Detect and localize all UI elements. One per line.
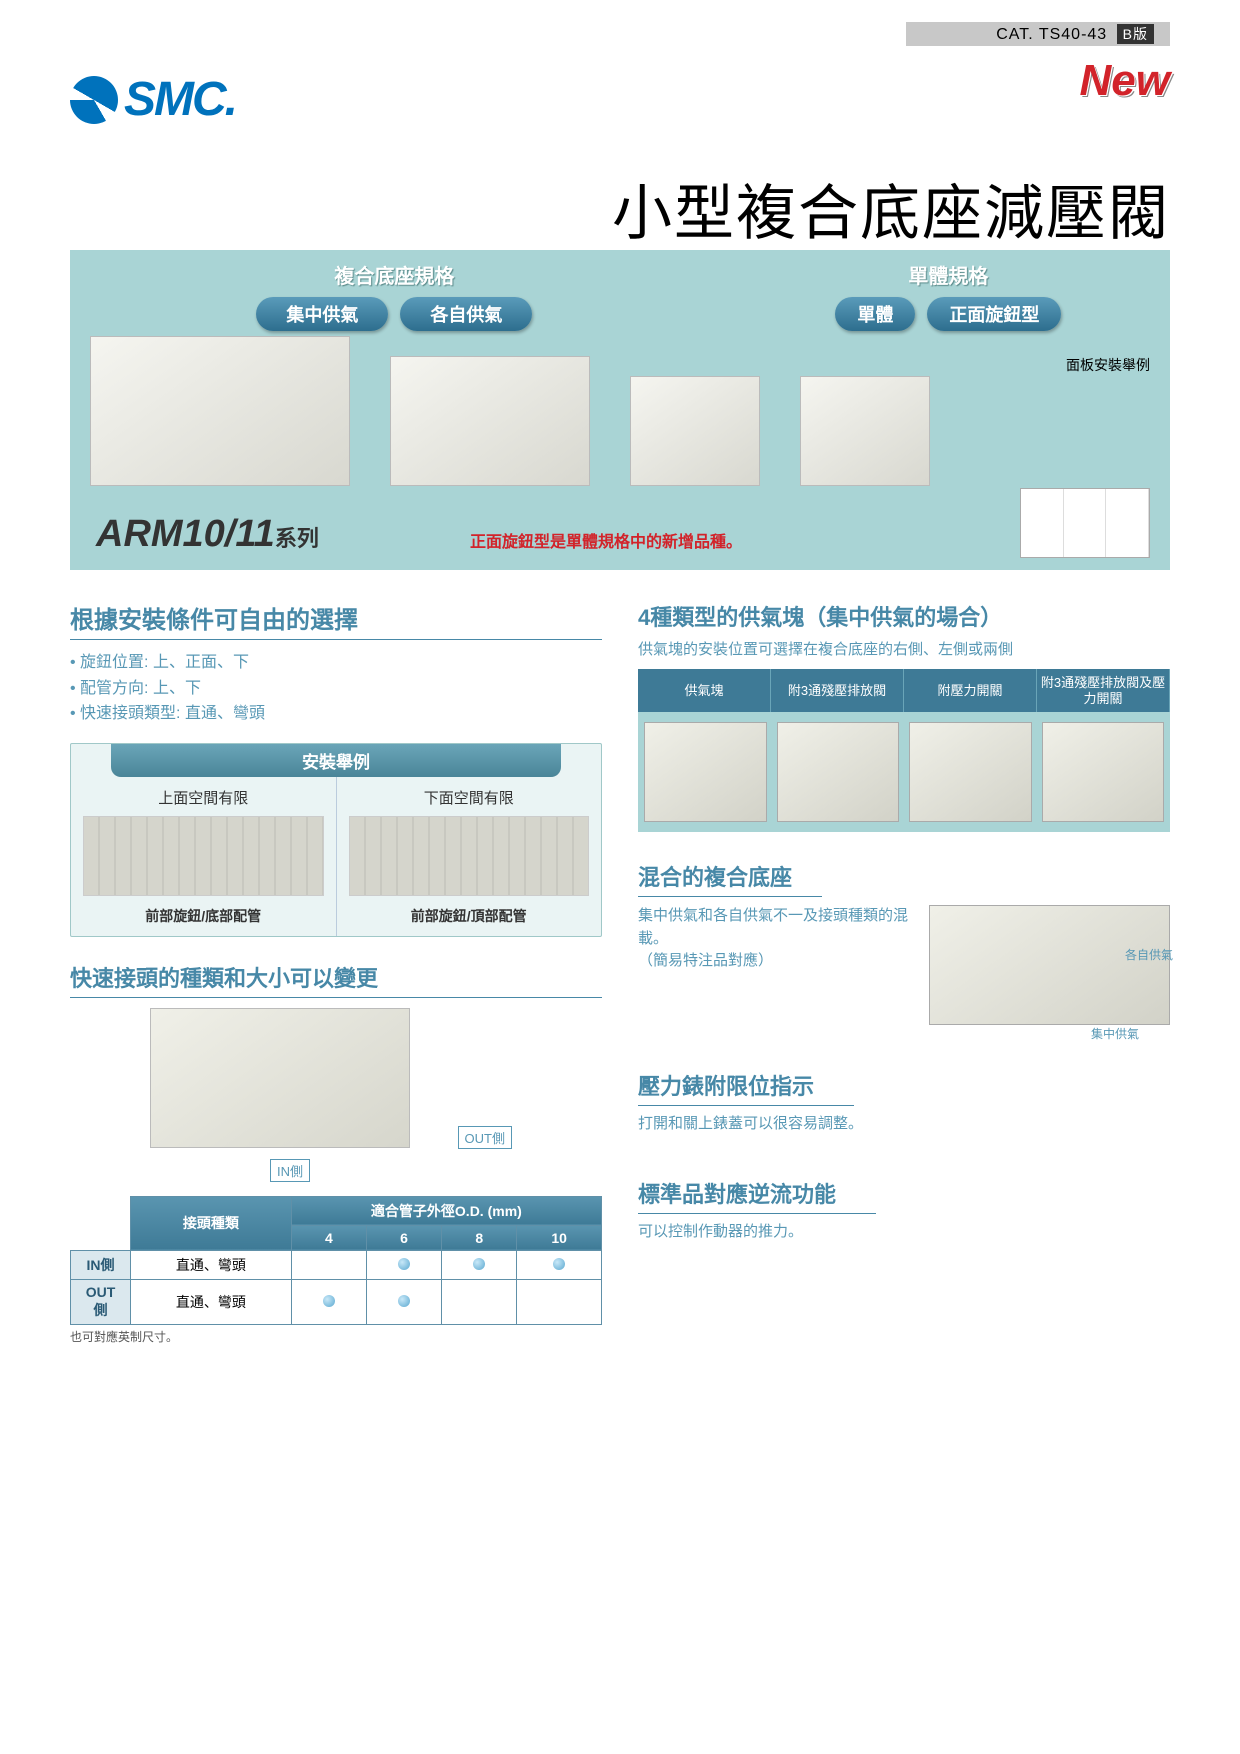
group-b-pills: 單體 正面旋鈕型 bbox=[743, 297, 1154, 331]
product-image-4 bbox=[800, 376, 930, 486]
panel-group-b: 單體規格 單體 正面旋鈕型 bbox=[743, 260, 1154, 331]
supply-images bbox=[638, 712, 1170, 832]
mix-label-1: 各自供氣 bbox=[1125, 946, 1173, 963]
left-column: 根據安裝條件可自由的選擇 • 旋鈕位置: 上、正面、下 • 配管方向: 上、下 … bbox=[70, 600, 602, 1345]
th-8: 8 bbox=[442, 1225, 517, 1250]
table-row-type: 直通、彎頭 bbox=[131, 1279, 292, 1324]
red-note: 正面旋鈕型是單體規格中的新增品種。 bbox=[470, 528, 742, 552]
header-bar: CAT. TS40-43 B版 bbox=[906, 22, 1170, 46]
left-title-2: 快速接頭的種類和大小可以變更 bbox=[70, 961, 602, 998]
table-cell bbox=[442, 1250, 517, 1279]
series-suffix: 系列 bbox=[275, 526, 319, 551]
th-6: 6 bbox=[366, 1225, 441, 1250]
th-od: 適合管子外徑O.D. (mm) bbox=[291, 1196, 601, 1225]
right-sub-3: 打開和關上錶蓋可以很容易調整。 bbox=[638, 1112, 1170, 1133]
logo: SMC. bbox=[70, 72, 236, 127]
edition-badge: B版 bbox=[1117, 24, 1154, 44]
table-cell bbox=[291, 1279, 366, 1324]
fitting-figure: OUT側 IN側 bbox=[70, 1008, 602, 1178]
inst-b-label: 下面空間有限 bbox=[349, 787, 590, 808]
bullet-3: • 快速接頭類型: 直通、彎頭 bbox=[70, 701, 602, 727]
table-row-type: 直通、彎頭 bbox=[131, 1250, 292, 1279]
table-cell bbox=[291, 1250, 366, 1279]
supply-img-2 bbox=[777, 722, 900, 822]
table-cell bbox=[517, 1279, 602, 1324]
series-label: ARM10/11系列 bbox=[96, 513, 319, 556]
supply-img-3 bbox=[909, 722, 1032, 822]
supply-img-1 bbox=[644, 722, 767, 822]
series-name: ARM10/11 bbox=[96, 513, 275, 555]
inst-a-diagram bbox=[83, 816, 324, 896]
right-title-1: 4種類型的供氣塊（集中供氣的場合） bbox=[638, 600, 1170, 632]
bullet-2: • 配管方向: 上、下 bbox=[70, 676, 602, 702]
page-title: 小型複合底座減壓閥 bbox=[612, 165, 1170, 252]
supply-header-row: 供氣塊 附3通殘壓排放閥 附壓力開關 附3通殘壓排放閥及壓力開關 bbox=[638, 669, 1170, 712]
group-a-pills: 集中供氣 各自供氣 bbox=[86, 297, 703, 331]
pill-central: 集中供氣 bbox=[256, 297, 388, 331]
table-row-head: IN側 bbox=[71, 1250, 131, 1279]
mix-image: 各自供氣 集中供氣 bbox=[929, 905, 1170, 1025]
right-sub-1: 供氣塊的安裝位置可選擇在複合底座的右側、左側或兩側 bbox=[638, 638, 1170, 659]
supply-col-3: 附壓力開關 bbox=[904, 669, 1037, 712]
inst-b-diagram bbox=[349, 816, 590, 896]
product-image-3 bbox=[630, 376, 760, 486]
supply-col-1: 供氣塊 bbox=[638, 669, 771, 712]
content-columns: 根據安裝條件可自由的選擇 • 旋鈕位置: 上、正面、下 • 配管方向: 上、下 … bbox=[70, 600, 1170, 1345]
mix-label-2: 集中供氣 bbox=[1091, 1025, 1139, 1042]
table-cell bbox=[366, 1279, 441, 1324]
page: CAT. TS40-43 B版 New SMC. 小型複合底座減壓閥 複合底座規… bbox=[0, 0, 1240, 1754]
group-a-title: 複合底座規格 bbox=[86, 260, 703, 289]
install-header: 安裝舉例 bbox=[111, 744, 561, 777]
supply-col-2: 附3通殘壓排放閥 bbox=[771, 669, 904, 712]
in-label: IN側 bbox=[270, 1159, 310, 1182]
right-sub-4: 可以控制作動器的推力。 bbox=[638, 1220, 1170, 1241]
panel-group-a: 複合底座規格 集中供氣 各自供氣 bbox=[86, 260, 703, 331]
out-label: OUT側 bbox=[458, 1126, 512, 1149]
inst-a-label: 上面空間有限 bbox=[83, 787, 324, 808]
table-cell bbox=[366, 1250, 441, 1279]
mix-text: 集中供氣和各自供氣不一及接頭種類的混載。（簡易特注品對應） bbox=[638, 905, 915, 1025]
install-cols: 上面空間有限 前部旋鈕/底部配管 下面空間有限 前部旋鈕/頂部配管 bbox=[71, 777, 601, 936]
group-b-title: 單體規格 bbox=[743, 260, 1154, 289]
pill-front-knob: 正面旋鈕型 bbox=[927, 297, 1061, 331]
pill-individual: 各自供氣 bbox=[400, 297, 532, 331]
table-row-head: OUT側 bbox=[71, 1279, 131, 1324]
table-cell bbox=[442, 1279, 517, 1324]
install-col-a: 上面空間有限 前部旋鈕/底部配管 bbox=[71, 777, 336, 936]
install-col-b: 下面空間有限 前部旋鈕/頂部配管 bbox=[336, 777, 602, 936]
bullet-1: • 旋鈕位置: 上、正面、下 bbox=[70, 650, 602, 676]
logo-icon bbox=[70, 76, 118, 124]
fitting-image bbox=[150, 1008, 410, 1148]
th-10: 10 bbox=[517, 1225, 602, 1250]
new-label: New bbox=[1080, 56, 1170, 106]
product-image-2 bbox=[390, 356, 590, 486]
catalog-text: CAT. TS40-43 bbox=[996, 26, 1107, 43]
fitting-table: 接頭種類 適合管子外徑O.D. (mm) 4 6 8 10 IN側 直通、彎頭O… bbox=[70, 1196, 602, 1325]
right-title-4: 標準品對應逆流功能 bbox=[638, 1177, 876, 1214]
panel-header-row: 複合底座規格 集中供氣 各自供氣 單體規格 單體 正面旋鈕型 bbox=[86, 260, 1154, 331]
table-note: 也可對應英制尺寸。 bbox=[70, 1328, 602, 1345]
table-cell bbox=[517, 1250, 602, 1279]
product-images bbox=[90, 336, 1150, 486]
logo-text: SMC. bbox=[124, 72, 236, 127]
panel-mini-label: 面板安裝舉例 bbox=[1066, 355, 1150, 375]
left-title-1: 根據安裝條件可自由的選擇 bbox=[70, 600, 602, 640]
right-title-3: 壓力錶附限位指示 bbox=[638, 1069, 854, 1106]
supply-img-4 bbox=[1042, 722, 1165, 822]
th-type: 接頭種類 bbox=[131, 1196, 292, 1250]
inst-a-caption: 前部旋鈕/底部配管 bbox=[83, 906, 324, 926]
panel-mini-image bbox=[1020, 488, 1150, 558]
th-4: 4 bbox=[291, 1225, 366, 1250]
inst-b-caption: 前部旋鈕/頂部配管 bbox=[349, 906, 590, 926]
pill-single: 單體 bbox=[835, 297, 915, 331]
supply-col-4: 附3通殘壓排放閥及壓力開關 bbox=[1037, 669, 1170, 712]
catalog-label: CAT. TS40-43 B版 bbox=[906, 22, 1170, 46]
product-image-1 bbox=[90, 336, 350, 486]
mix-section: 集中供氣和各自供氣不一及接頭種類的混載。（簡易特注品對應） 各自供氣 集中供氣 bbox=[638, 905, 1170, 1025]
right-column: 4種類型的供氣塊（集中供氣的場合） 供氣塊的安裝位置可選擇在複合底座的右側、左側… bbox=[638, 600, 1170, 1345]
install-example-box: 安裝舉例 上面空間有限 前部旋鈕/底部配管 下面空間有限 前部旋鈕/頂部配管 bbox=[70, 743, 602, 937]
product-panel: 複合底座規格 集中供氣 各自供氣 單體規格 單體 正面旋鈕型 面板安裝舉例 bbox=[70, 250, 1170, 570]
right-title-2: 混合的複合底座 bbox=[638, 860, 822, 897]
bullet-list: • 旋鈕位置: 上、正面、下 • 配管方向: 上、下 • 快速接頭類型: 直通、… bbox=[70, 650, 602, 727]
